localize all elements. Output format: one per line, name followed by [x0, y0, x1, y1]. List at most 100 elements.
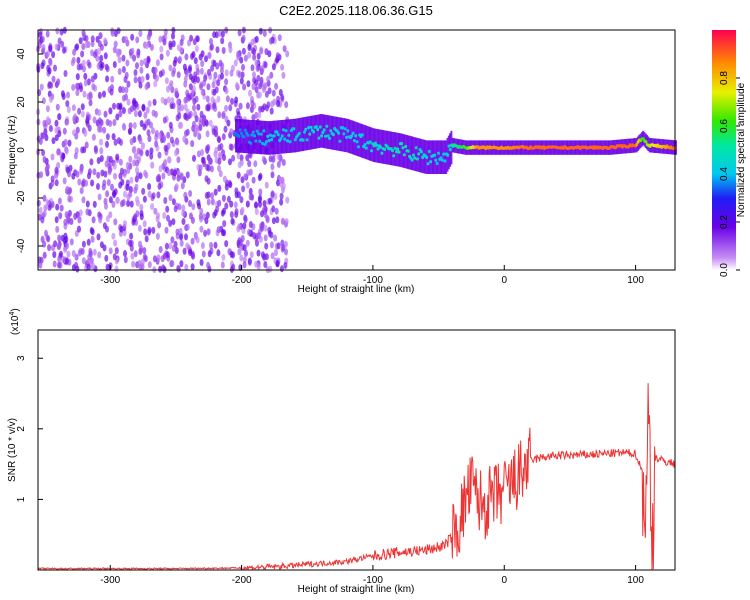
- spectrogram-noise-cell: [64, 211, 69, 219]
- spectrogram-noise-cell: [110, 183, 114, 191]
- spectrogram-noise-cell: [140, 258, 145, 266]
- spectrogram-noise-cell: [245, 239, 250, 247]
- spectrogram-ridge-cell: [345, 135, 349, 139]
- spectrogram-noise-cell: [275, 216, 280, 224]
- spectrogram-ridge-cell: [324, 134, 328, 138]
- spectrogram-noise-cell: [94, 147, 98, 155]
- spectrogram-noise-cell: [181, 209, 186, 217]
- spectrogram-ridge-halo: [357, 122, 360, 157]
- spectrogram-noise-cell: [264, 181, 269, 189]
- spectrogram-noise-cell: [209, 241, 214, 249]
- spectrogram-noise-cell: [171, 218, 176, 226]
- spectrogram-noise-cell: [158, 265, 163, 273]
- spectrogram-noise-cell: [97, 117, 102, 125]
- spectrogram-noise-cell: [258, 27, 263, 35]
- spectrogram-ridge-halo: [418, 138, 421, 173]
- spectrogram-noise-cell: [44, 166, 49, 174]
- spectrogram-noise-cell: [221, 194, 226, 202]
- spectrogram-noise-cell: [167, 155, 172, 163]
- spectrogram-noise-cell: [143, 58, 148, 66]
- spectrogram-noise-cell: [118, 158, 123, 166]
- spectrogram-noise-cell: [105, 190, 110, 198]
- spectrogram-noise-cell: [277, 34, 282, 42]
- spectrogram-noise-cell: [200, 149, 204, 156]
- spectrogram-noise-cell: [190, 140, 195, 148]
- spectrogram-noise-cell: [111, 200, 116, 208]
- spectrogram-noise-cell: [193, 57, 198, 65]
- spectrogram-noise-cell: [196, 150, 201, 158]
- spectrogram-noise-cell: [189, 34, 194, 42]
- spectrogram-noise-cell: [62, 46, 66, 54]
- spectrogram-noise-cell: [57, 197, 62, 205]
- spectrogram-noise-cell: [190, 52, 195, 60]
- spectrogram-ridge-cell: [433, 153, 437, 157]
- spectrogram-noise-cell: [250, 64, 255, 72]
- spectrogram-noise-cell: [252, 71, 256, 79]
- spectrogram-noise-cell: [222, 229, 227, 237]
- spectrogram-noise-cell: [166, 131, 171, 139]
- spectrogram-noise-cell: [199, 225, 204, 233]
- spectrogram-noise-cell: [174, 183, 179, 191]
- spectrogram-noise-cell: [40, 132, 45, 140]
- spectrogram-ridge-cell: [435, 161, 439, 166]
- spectrogram-noise-cell: [206, 198, 211, 206]
- spectrogram-noise-cell: [54, 216, 59, 224]
- spectrogram-noise-cell: [119, 225, 124, 233]
- spectrogram-ridge-cell: [391, 148, 395, 153]
- spectrogram-ridge-cell: [268, 133, 273, 137]
- spectrogram-noise-cell: [200, 88, 205, 96]
- spectrogram-noise-cell: [66, 250, 71, 258]
- spectrogram-noise-cell: [173, 205, 178, 213]
- spectrogram-ridge-cell: [427, 149, 431, 154]
- snr-y-axis-label: SNR (10 * v/v): [7, 418, 18, 482]
- spectrogram-noise-cell: [108, 211, 113, 219]
- colorbar-tick-label: 0.6: [719, 119, 730, 133]
- spectrogram-noise-cell: [249, 251, 254, 259]
- spectrogram-noise-cell: [51, 51, 56, 59]
- spectrogram-noise-cell: [128, 155, 133, 163]
- spectrogram-noise-cell: [143, 111, 148, 119]
- spectrogram-ridge-cell: [354, 134, 358, 138]
- spectrogram-noise-cell: [283, 262, 288, 269]
- spectrogram-noise-cell: [74, 82, 79, 90]
- spectrogram-ridge-cell: [397, 150, 401, 154]
- spectrogram-noise-cell: [256, 52, 261, 60]
- snr-x-tick-label: -200: [232, 575, 252, 586]
- spectrogram-ridge-halo: [384, 130, 387, 165]
- spectrogram-noise-cell: [135, 159, 140, 167]
- spectrogram-noise-cell: [229, 143, 234, 151]
- spectrogram-ridge-cell: [255, 129, 259, 133]
- spectrogram-noise-cell: [78, 82, 83, 90]
- spectrogram-noise-cell: [217, 111, 222, 119]
- spectrogram-noise-cell: [112, 102, 116, 110]
- spectrogram-noise-cell: [45, 116, 50, 124]
- spectrogram-x-tick-label: -300: [100, 275, 120, 286]
- spectrogram-noise-cell: [116, 27, 121, 35]
- spectrogram-noise-cell: [45, 50, 50, 58]
- spectrogram-noise-cell: [62, 177, 67, 185]
- spectrogram-noise-cell: [45, 199, 50, 207]
- spectrogram-ridge-cell: [356, 145, 361, 149]
- spectrogram-noise-cell: [88, 93, 93, 101]
- spectrogram-ridge-cell: [342, 132, 346, 136]
- spectrogram-noise-cell: [106, 179, 111, 186]
- spectrogram-noise-cell: [112, 162, 117, 170]
- spectrogram-noise-cell: [194, 115, 199, 123]
- spectrogram-noise-cell: [254, 111, 259, 119]
- spectrogram-ridge-halo: [354, 121, 357, 156]
- snr-y-tick-label: 2: [16, 426, 27, 432]
- spectrogram-noise-cell: [257, 111, 262, 119]
- spectrogram-noise-cell: [161, 172, 166, 180]
- spectrogram-noise-cell: [87, 168, 92, 176]
- spectrogram-noise-cell: [40, 62, 45, 70]
- spectrogram-noise-cell: [75, 89, 80, 97]
- spectrogram-ridge-halo: [245, 119, 248, 154]
- spectrogram-noise-cell: [43, 204, 48, 212]
- spectrogram-ridge-cell: [434, 158, 438, 162]
- spectrogram-noise-cell: [97, 40, 102, 48]
- spectrogram-noise-cell: [83, 129, 88, 137]
- spectrogram-noise-cell: [129, 105, 134, 113]
- spectrogram-ridge-cell: [275, 130, 279, 134]
- spectrogram-noise-cell: [280, 93, 285, 101]
- spectrogram-noise-cell: [159, 45, 164, 53]
